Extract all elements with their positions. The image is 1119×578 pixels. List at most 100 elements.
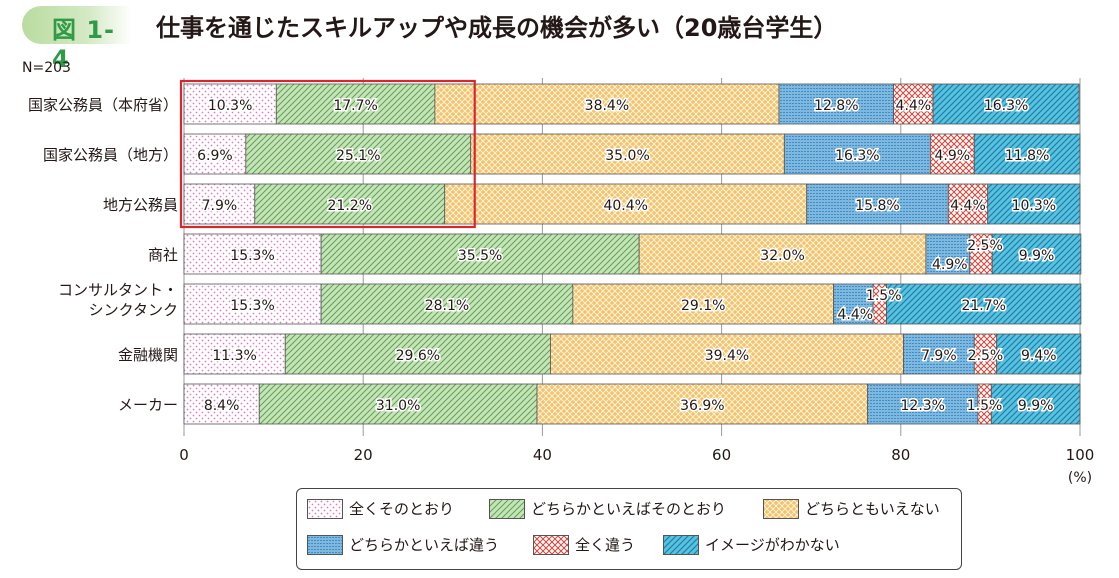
data-label: 9.9% xyxy=(1018,398,1054,414)
data-label: 25.1% xyxy=(336,148,380,164)
legend-item: 全くそのとおり xyxy=(307,498,454,519)
data-label: 2.5% xyxy=(967,238,1003,254)
highlight-box xyxy=(179,79,476,229)
bar-segment-dochira_chigau xyxy=(925,233,971,275)
data-label: 32.0% xyxy=(760,248,804,264)
bar-segment-zen xyxy=(183,233,322,275)
data-label: 31.0% xyxy=(376,398,420,414)
bar-segment-dochira_chigau xyxy=(867,383,979,425)
bar-segment-dochiramo xyxy=(470,133,785,175)
figure-title: 仕事を通じたスキルアップや成長の機会が多い（20歳台学生） xyxy=(156,14,838,42)
bar-segment-zen xyxy=(183,283,322,325)
bar-segment-zen xyxy=(183,383,260,425)
data-label: 11.3% xyxy=(212,348,256,364)
bar-segment-dochira_sono xyxy=(275,83,436,125)
bar-segment-dochira_sono xyxy=(320,283,574,325)
data-label: 8.4% xyxy=(204,398,240,414)
data-label: 16.3% xyxy=(984,98,1028,114)
category-label: 国家公務員（地方） xyxy=(43,146,178,164)
legend-item: どちらかといえば違う xyxy=(307,534,499,555)
bar-segment-dochira_sono xyxy=(245,133,472,175)
bar-segment-zen xyxy=(183,183,256,225)
legend-item: 全く違う xyxy=(533,534,635,555)
bar-segment-image xyxy=(886,283,1082,325)
data-label: 2.5% xyxy=(968,348,1004,364)
legend-item: イメージがわかない xyxy=(663,534,840,555)
bar-segment-dochira_chigau xyxy=(806,183,949,225)
data-label: 1.5% xyxy=(967,398,1003,414)
x-tick-label: 20 xyxy=(354,446,373,464)
legend-label: どちらかといえば違う xyxy=(349,536,500,554)
sample-size-label: N=203 xyxy=(22,60,71,76)
bar-segment-dochira_chigau xyxy=(833,283,874,325)
data-label: 36.9% xyxy=(680,398,724,414)
legend-swatch xyxy=(663,534,699,555)
data-label: 4.4% xyxy=(950,198,986,214)
data-label: 11.8% xyxy=(1005,148,1049,164)
bar-segment-zen xyxy=(183,133,247,175)
legend-label: 全くそのとおり xyxy=(349,500,455,518)
data-label: 9.4% xyxy=(1021,348,1057,364)
data-label: 29.1% xyxy=(681,298,725,314)
figure-number: 図 1-4 xyxy=(52,16,116,73)
x-tick-label: 80 xyxy=(891,446,910,464)
legend-swatch xyxy=(489,498,525,519)
bar-segment-dochiramo xyxy=(550,333,904,375)
bar-segment-image xyxy=(991,233,1082,275)
bar-segment-dochiramo xyxy=(536,383,869,425)
bar-segment-dochira_sono xyxy=(258,383,538,425)
bar-segment-image xyxy=(996,333,1082,375)
data-label: 4.9% xyxy=(932,257,968,273)
data-label: 6.9% xyxy=(197,148,233,164)
data-label: 10.3% xyxy=(1012,198,1056,214)
data-label: 39.4% xyxy=(705,348,749,364)
legend-item: どちらともいえない xyxy=(763,498,940,519)
data-label: 29.6% xyxy=(396,348,440,364)
data-label: 4.4% xyxy=(838,307,874,323)
data-label: 15.3% xyxy=(230,248,274,264)
figure-header: 図 1-4 仕事を通じたスキルアップや成長の機会が多い（20歳台学生） xyxy=(0,0,1119,73)
legend-swatch xyxy=(307,534,343,555)
data-label: 4.9% xyxy=(935,148,971,164)
category-label: メーカー xyxy=(118,396,178,414)
legend-swatch xyxy=(763,498,799,519)
data-label: 7.9% xyxy=(921,348,957,364)
bar-segment-dochira_sono xyxy=(284,333,551,375)
data-label: 7.9% xyxy=(202,198,238,214)
legend-label: 全く違う xyxy=(575,536,636,554)
x-tick-label: 40 xyxy=(533,446,552,464)
bar-segment-zen_chigau xyxy=(947,183,989,225)
data-label: 35.0% xyxy=(605,148,649,164)
bar-segment-dochira_chigau xyxy=(903,333,975,375)
bar-segment-dochiramo xyxy=(572,283,835,325)
category-label: コンサルタント・シンクタンク xyxy=(58,281,178,319)
bar-segment-image xyxy=(987,183,1081,225)
bar-segment-image xyxy=(932,83,1080,125)
data-label: 9.9% xyxy=(1019,248,1055,264)
legend: 全くそのとおり どちらかといえばそのとおり どちらともいえない どちらかといえば… xyxy=(296,488,962,570)
data-label: 38.4% xyxy=(585,98,629,114)
bar-segment-dochiramo xyxy=(434,83,780,125)
data-label: 1.5% xyxy=(866,288,902,304)
legend-swatch xyxy=(533,534,569,555)
data-label: 40.4% xyxy=(603,198,647,214)
data-label: 15.8% xyxy=(855,198,899,214)
category-label: 国家公務員（本府省） xyxy=(28,96,178,114)
data-label: 12.8% xyxy=(814,98,858,114)
data-label: 12.3% xyxy=(901,398,945,414)
x-tick-label: 60 xyxy=(712,446,731,464)
category-label: 地方公務員 xyxy=(103,196,178,214)
data-label: 21.7% xyxy=(961,298,1005,314)
data-label: 35.5% xyxy=(458,248,502,264)
legend-label: どちらかといえばそのとおり xyxy=(531,500,727,518)
figure-number-badge: 図 1-4 xyxy=(22,6,132,73)
x-tick-label: 100 xyxy=(1066,446,1095,464)
data-label: 28.1% xyxy=(425,298,469,314)
data-label: 16.3% xyxy=(835,148,879,164)
data-label: 21.2% xyxy=(328,198,372,214)
category-label: 金融機関 xyxy=(118,346,178,364)
x-unit-label: (%) xyxy=(1068,470,1092,486)
data-label: 10.3% xyxy=(208,98,252,114)
legend-label: イメージがわかない xyxy=(705,536,840,554)
